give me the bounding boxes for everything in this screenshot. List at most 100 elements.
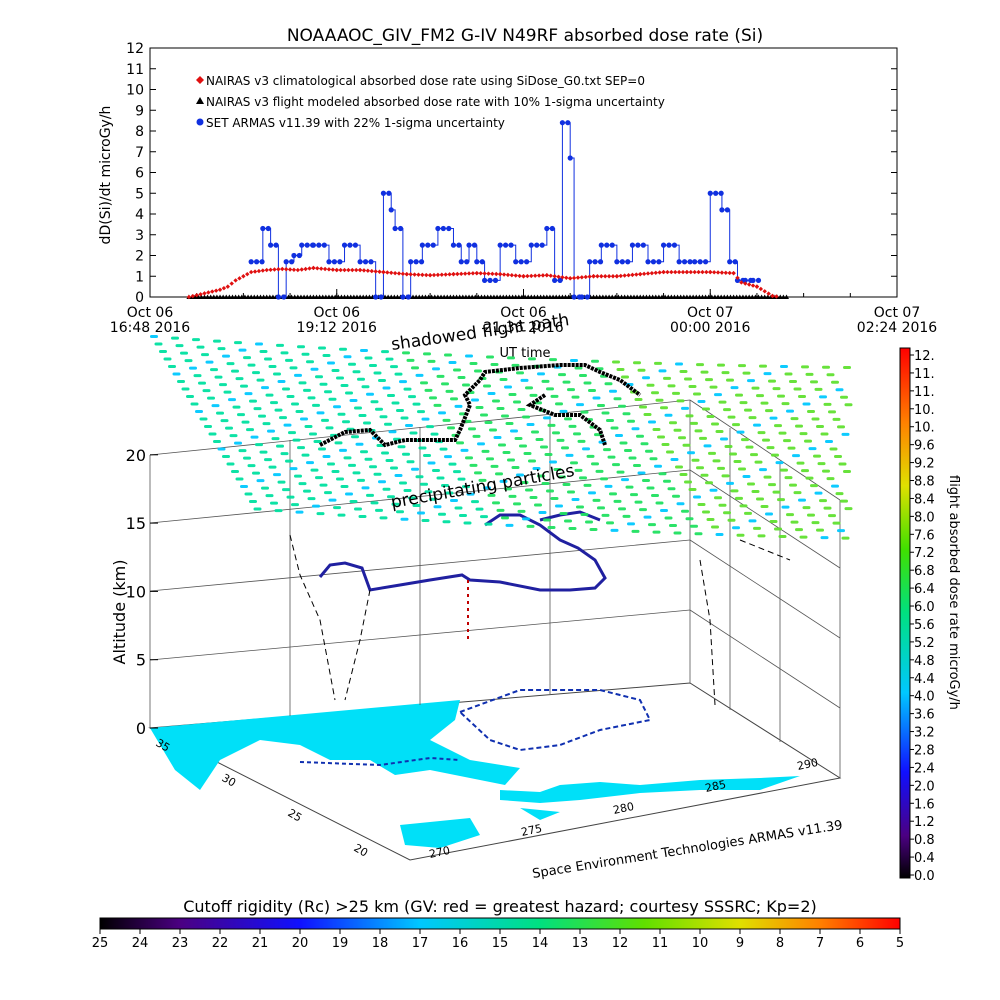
- particle-cell: [402, 452, 410, 456]
- particle-cell: [508, 392, 517, 396]
- particle-cell: [450, 499, 458, 502]
- y-tick-label: 2: [135, 249, 144, 265]
- particle-cell: [837, 425, 845, 429]
- armas-point: [341, 242, 348, 248]
- particle-cell: [522, 415, 530, 419]
- particle-cell: [795, 424, 803, 428]
- climatology-point: [603, 274, 608, 279]
- particle-cell: [243, 456, 251, 460]
- climatology-point: [723, 270, 729, 275]
- particle-cell: [364, 356, 373, 360]
- particle-cell: [250, 435, 259, 439]
- particle-cell: [385, 459, 394, 463]
- lat-tick-label: 30: [220, 771, 239, 789]
- particle-cell: [732, 526, 740, 530]
- particle-cell: [343, 355, 352, 359]
- armas-point: [503, 242, 509, 248]
- climatology-point: [256, 268, 262, 274]
- armas-point: [734, 277, 741, 283]
- particle-cell: [258, 414, 266, 418]
- climatology-point: [334, 267, 339, 273]
- armas-point: [604, 242, 610, 248]
- particle-cell: [394, 372, 403, 376]
- climatology-point: [447, 272, 452, 277]
- climatology-point: [540, 273, 546, 278]
- climatology-point: [385, 270, 390, 275]
- particle-cell: [582, 447, 590, 451]
- climatology-point: [731, 270, 736, 276]
- particle-cell: [568, 424, 577, 428]
- particle-cell: [292, 438, 301, 442]
- particle-cell: [768, 483, 776, 487]
- particle-cell: [565, 453, 574, 457]
- particle-cell: [438, 512, 446, 516]
- particle-cell: [213, 339, 221, 343]
- particle-cell: [660, 406, 668, 410]
- armas-point: [571, 294, 577, 300]
- particle-cell: [529, 393, 538, 397]
- particle-cell: [549, 358, 557, 362]
- particle-cell: [226, 362, 235, 366]
- particle-cell: [777, 394, 785, 398]
- particle-cell: [610, 426, 619, 430]
- particle-cell: [606, 521, 614, 525]
- particle-cell: [300, 417, 308, 421]
- particle-cell: [753, 423, 761, 427]
- climatology-point: [225, 284, 231, 289]
- particle-cell: [654, 464, 662, 468]
- climatology-point: [715, 270, 721, 275]
- particle-cell: [357, 478, 365, 482]
- z-tick-label: 5: [136, 651, 146, 670]
- particle-cell: [708, 451, 716, 455]
- particle-cell: [444, 455, 452, 459]
- particle-cell: [642, 479, 650, 482]
- particle-cell: [273, 473, 281, 477]
- particle-cell: [517, 407, 526, 411]
- climatology-point: [202, 291, 207, 296]
- climatology-point: [653, 270, 658, 275]
- climatology-point: [513, 273, 518, 278]
- legend: NAIRAS v3 climatological absorbed dose r…: [196, 74, 665, 130]
- armas-point: [435, 225, 441, 232]
- particle-cell: [241, 420, 250, 424]
- particle-cell: [186, 395, 194, 398]
- particle-cell: [463, 521, 472, 525]
- colorbar-tick-label: 6.4: [914, 582, 935, 597]
- particle-cell: [816, 528, 824, 532]
- particle-cell: [460, 448, 469, 452]
- armas-point: [291, 252, 297, 259]
- particle-cell: [208, 432, 217, 436]
- particle-cell: [462, 383, 470, 387]
- armas-point: [425, 242, 431, 248]
- particle-cell: [672, 494, 680, 498]
- particle-cell: [694, 429, 703, 433]
- particle-cell: [573, 432, 581, 436]
- particle-cell: [240, 485, 248, 488]
- rigidity-tick-label: 13: [572, 936, 589, 951]
- particle-cell: [760, 505, 769, 508]
- particle-cell: [247, 363, 256, 367]
- modeled-dose-point: [784, 294, 790, 299]
- particle-cell: [763, 475, 772, 479]
- particle-cell: [705, 481, 713, 485]
- particle-cell: [526, 422, 535, 426]
- particle-cell: [717, 363, 725, 367]
- climatology-point: [688, 269, 693, 275]
- particle-cell: [366, 392, 374, 396]
- particle-cell: [723, 408, 731, 412]
- climatology-point: [346, 267, 351, 273]
- particle-cell: [778, 431, 787, 435]
- particle-cell: [274, 509, 283, 513]
- particle-cell: [685, 414, 694, 418]
- particle-cell: [558, 373, 566, 377]
- armas-point: [400, 294, 406, 300]
- landmass-yucatan: [400, 818, 480, 848]
- particle-cell: [591, 462, 599, 466]
- particle-cell: [718, 503, 727, 507]
- particle-cell: [682, 443, 691, 447]
- particle-cell: [274, 408, 283, 412]
- particle-cell: [751, 386, 760, 390]
- particle-cell: [621, 375, 629, 379]
- armas-point: [418, 259, 425, 265]
- particle-cell: [220, 419, 229, 423]
